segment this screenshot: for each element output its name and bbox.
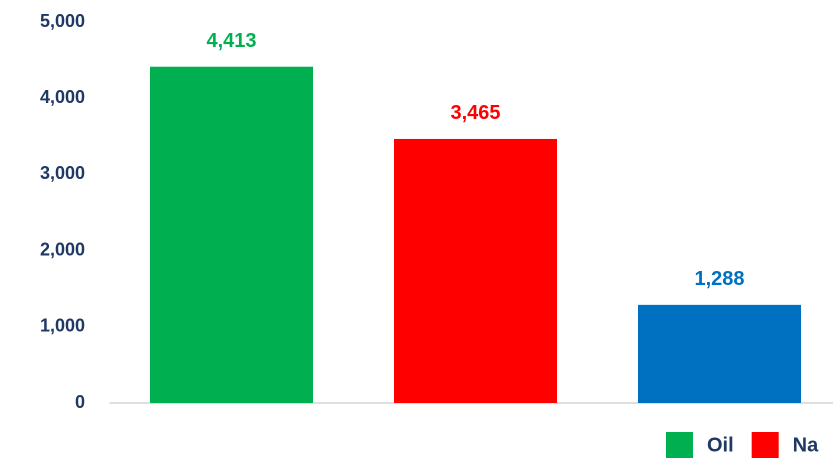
y-tick-label: 4,000 <box>40 87 85 107</box>
value-label: 1,288 <box>694 268 744 290</box>
y-tick-label: 5,000 <box>40 11 85 31</box>
y-tick-label: 1,000 <box>40 316 85 336</box>
y-tick-label: 0 <box>75 392 85 412</box>
bar <box>638 304 801 403</box>
y-tick-label: 3,000 <box>40 163 85 183</box>
legend-swatch <box>666 432 693 458</box>
value-label: 4,413 <box>206 30 256 52</box>
bar <box>150 66 313 403</box>
y-tick-label: 2,000 <box>40 239 85 259</box>
legend-label: Na <box>793 434 819 456</box>
legend-swatch <box>751 432 779 458</box>
legend-label: Oil <box>707 434 734 456</box>
value-label: 3,465 <box>450 102 500 124</box>
bar <box>394 138 557 404</box>
